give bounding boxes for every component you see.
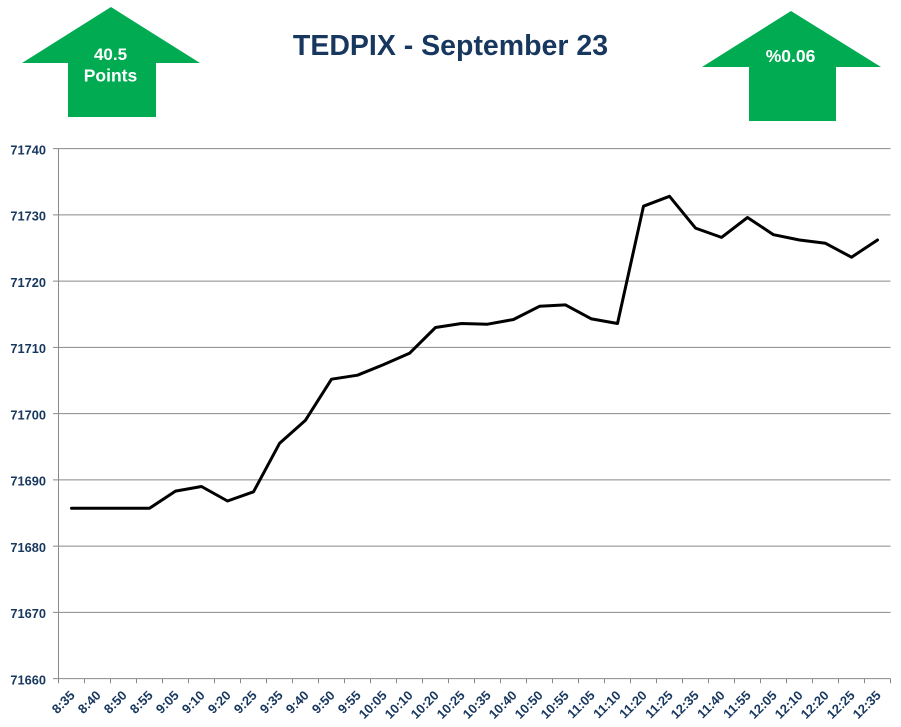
svg-text:11:40: 11:40 bbox=[694, 688, 728, 722]
svg-text:71740: 71740 bbox=[10, 142, 46, 157]
svg-text:71730: 71730 bbox=[10, 209, 46, 224]
svg-text:9:25: 9:25 bbox=[231, 688, 260, 717]
svg-text:8:55: 8:55 bbox=[127, 688, 156, 717]
svg-text:12:25: 12:25 bbox=[824, 688, 858, 722]
svg-text:71680: 71680 bbox=[10, 540, 46, 555]
svg-text:10:40: 10:40 bbox=[486, 688, 520, 722]
svg-text:10:25: 10:25 bbox=[434, 688, 468, 722]
svg-text:12:35: 12:35 bbox=[850, 688, 884, 722]
svg-text:10:10: 10:10 bbox=[382, 688, 416, 722]
svg-text:9:35: 9:35 bbox=[257, 688, 286, 717]
svg-text:11:05: 11:05 bbox=[564, 688, 598, 722]
svg-text:9:10: 9:10 bbox=[179, 688, 208, 717]
svg-text:8:50: 8:50 bbox=[101, 688, 130, 717]
svg-text:71700: 71700 bbox=[10, 407, 46, 422]
svg-text:71660: 71660 bbox=[10, 672, 46, 687]
svg-text:10:35: 10:35 bbox=[460, 688, 494, 722]
svg-text:10:05: 10:05 bbox=[356, 688, 390, 722]
svg-text:10:55: 10:55 bbox=[538, 688, 572, 722]
svg-text:8:35: 8:35 bbox=[49, 688, 78, 717]
svg-text:9:40: 9:40 bbox=[283, 688, 312, 717]
svg-text:9:20: 9:20 bbox=[205, 688, 234, 717]
svg-text:10:50: 10:50 bbox=[512, 688, 546, 722]
svg-text:40.5: 40.5 bbox=[94, 45, 127, 64]
svg-text:11:20: 11:20 bbox=[616, 688, 650, 722]
svg-text:12:05: 12:05 bbox=[746, 688, 780, 722]
svg-text:10:20: 10:20 bbox=[408, 688, 442, 722]
svg-text:12:10: 12:10 bbox=[772, 688, 806, 722]
svg-text:12:35: 12:35 bbox=[668, 688, 702, 722]
svg-text:9:05: 9:05 bbox=[153, 688, 182, 717]
svg-text:71670: 71670 bbox=[10, 606, 46, 621]
svg-text:Points: Points bbox=[84, 66, 138, 86]
svg-text:11:10: 11:10 bbox=[590, 688, 624, 722]
svg-text:8:40: 8:40 bbox=[75, 688, 104, 717]
svg-text:12:20: 12:20 bbox=[798, 688, 832, 722]
svg-text:71690: 71690 bbox=[10, 474, 46, 489]
svg-text:71710: 71710 bbox=[10, 341, 46, 356]
svg-text:%0.06: %0.06 bbox=[766, 46, 816, 66]
svg-text:71720: 71720 bbox=[10, 275, 46, 290]
svg-text:11:25: 11:25 bbox=[642, 688, 676, 722]
svg-text:11:55: 11:55 bbox=[720, 688, 754, 722]
svg-text:9:50: 9:50 bbox=[309, 688, 338, 717]
